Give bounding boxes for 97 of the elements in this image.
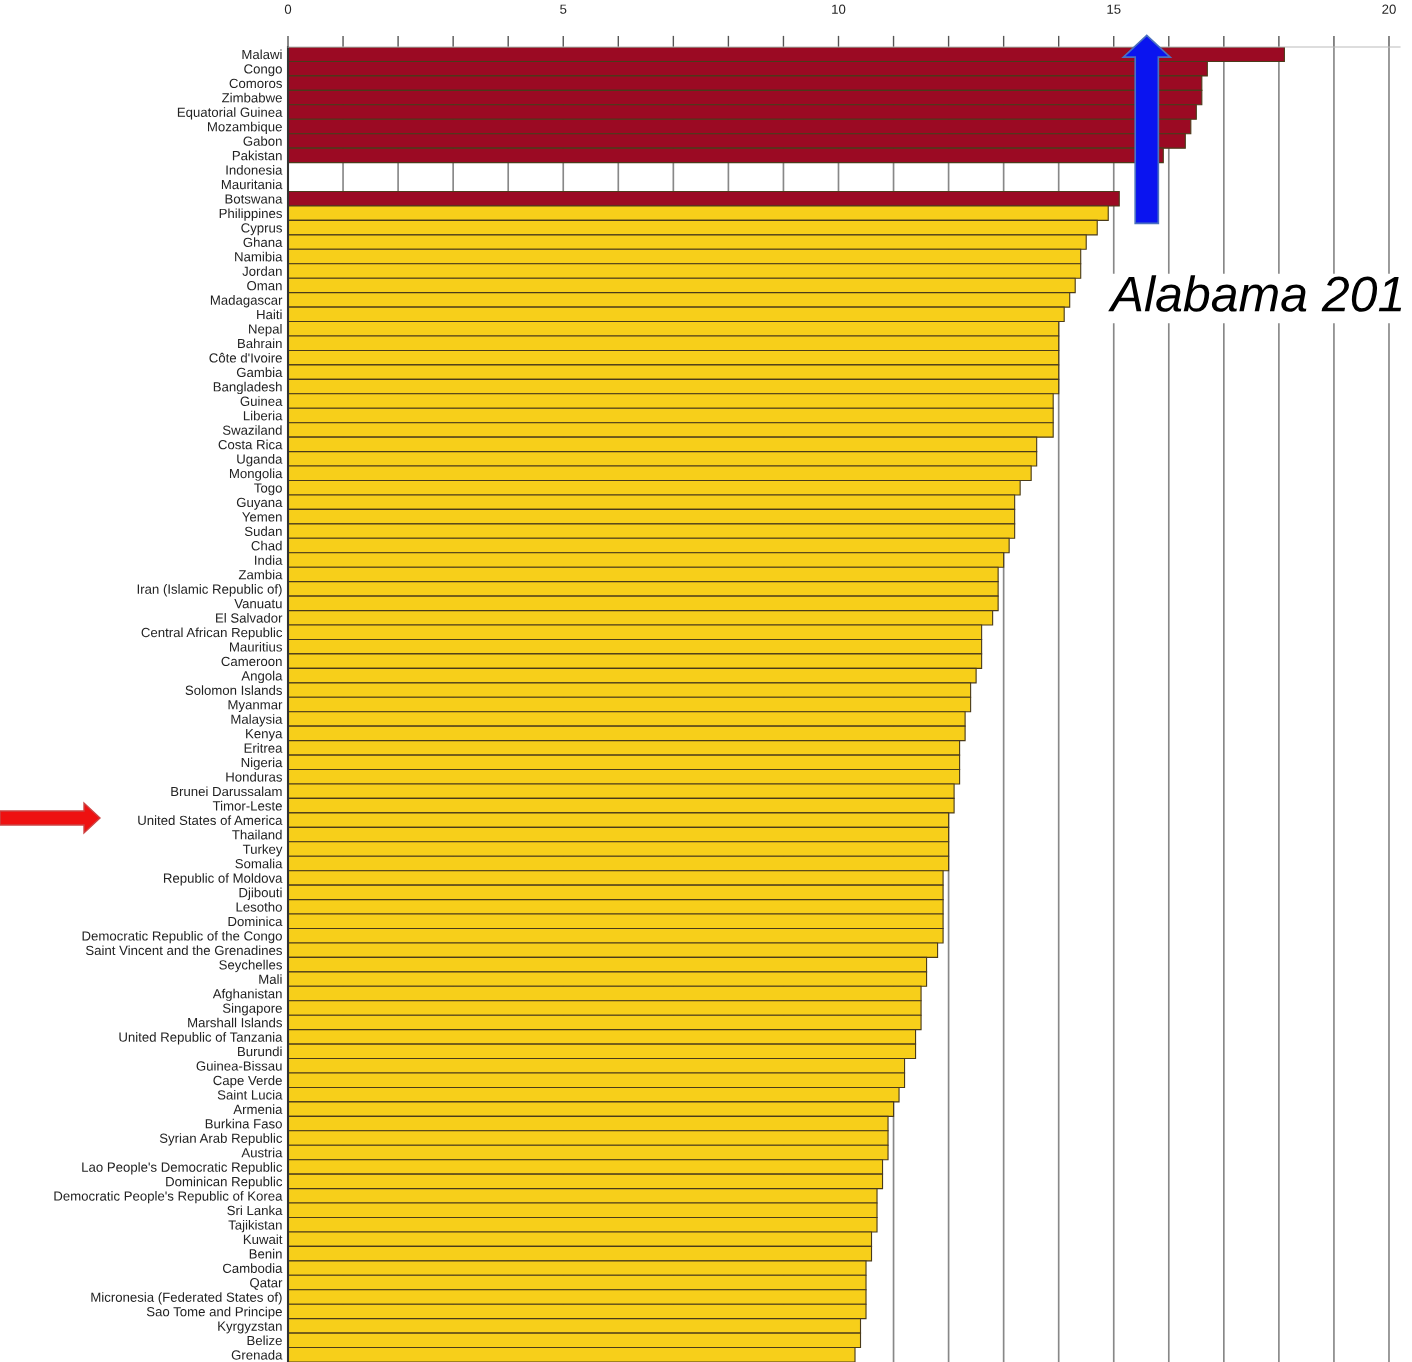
y-tick-label: Pakistan <box>232 150 282 161</box>
y-tick-label: Kuwait <box>243 1234 283 1245</box>
y-tick-label: Zimbabwe <box>222 92 282 103</box>
y-tick-label: Honduras <box>226 771 282 782</box>
y-tick-label: Solomon Islands <box>185 685 282 695</box>
y-tick-label: Mauritania <box>221 179 283 190</box>
y-tick-label: Liberia <box>243 410 283 421</box>
x-tick-label: 10 <box>832 4 846 14</box>
y-tick-label: Central African Republic <box>141 627 283 640</box>
y-tick-label: Equatorial Guinea <box>177 107 283 120</box>
y-tick-label: Saint Lucia <box>217 1089 283 1100</box>
y-tick-label: Djibouti <box>239 887 282 900</box>
y-tick-label: Burkina Faso <box>205 1118 282 1129</box>
y-tick-label: Uganda <box>237 454 283 467</box>
y-tick-label: Belize <box>247 1335 282 1346</box>
y-tick-label: Sudan <box>244 526 282 536</box>
y-tick-label: Republic of Moldova <box>163 873 283 886</box>
y-tick-label: Singapore <box>222 1003 282 1016</box>
y-tick-label: Madagascar <box>210 295 283 308</box>
x-tick-label: 5 <box>560 4 567 14</box>
y-tick-label: Comoros <box>229 78 282 89</box>
y-tick-label: Afghanistan <box>212 988 282 1002</box>
y-tick-label: Thailand <box>232 829 282 840</box>
y-tick-label: Mauritius <box>230 641 282 652</box>
y-tick-label: Jordan <box>242 266 282 276</box>
y-tick-label: Timor-Leste <box>212 800 282 811</box>
y-tick-label: Cambodia <box>222 1263 283 1273</box>
y-tick-label: United Republic of Tanzania <box>119 1032 283 1045</box>
y-tick-label: Micronesia (Federated States of) <box>91 1292 282 1305</box>
y-tick-label: Gambia <box>236 367 283 378</box>
y-tick-label: Sao Tome and Principe <box>146 1306 282 1319</box>
y-tick-label: Guinea-Bissau <box>196 1060 282 1071</box>
y-tick-label: Malawi <box>242 49 282 60</box>
y-tick-label: Guyana <box>236 497 283 510</box>
y-tick-label: Sri Lanka <box>227 1205 283 1216</box>
x-tick-label: 0 <box>284 4 292 14</box>
y-tick-label: Dominican Republic <box>166 1176 283 1189</box>
y-tick-label: Democratic People's Republic of Korea <box>54 1191 283 1204</box>
y-tick-label: Kyrgyzstan <box>218 1321 282 1334</box>
y-tick-label: Iran (Islamic Republic of) <box>137 584 282 597</box>
y-tick-label: Malaysia <box>231 714 283 727</box>
y-tick-label: Angola <box>241 670 283 684</box>
y-tick-label: Cyprus <box>241 223 282 236</box>
y-tick-label: Marshall Islands <box>188 1017 282 1028</box>
y-tick-label: Democratic Republic of the Congo <box>82 930 282 944</box>
y-tick-label: Seychelles <box>219 959 282 973</box>
y-tick-label: India <box>255 555 283 565</box>
y-tick-label: Mongolia <box>229 468 283 481</box>
y-tick-label: Bahrain <box>238 338 282 349</box>
annotation: Alabama 201 <box>1108 275 1402 312</box>
y-tick-label: Dominica <box>228 916 283 927</box>
y-tick-label: Nigeria <box>241 757 283 770</box>
y-tick-label: Mali <box>259 974 282 984</box>
y-tick-label: Lao People's Democratic Republic <box>82 1162 283 1175</box>
y-tick-label: Congo <box>244 64 282 77</box>
x-tick-label: 20 <box>1382 4 1396 14</box>
y-tick-label: Benin <box>249 1248 282 1259</box>
y-tick-label: Gabon <box>243 136 282 146</box>
y-tick-label: Somalia <box>235 858 283 869</box>
y-tick-label: Brunei Darussalam <box>171 786 282 797</box>
y-tick-label: Indonesia <box>226 165 283 175</box>
y-tick-label: Austria <box>241 1147 283 1158</box>
y-tick-label: Ghana <box>243 237 283 247</box>
y-tick-label: Haiti <box>257 309 282 320</box>
y-tick-label: Philippines <box>219 208 282 221</box>
y-tick-label: Guinea <box>240 396 283 406</box>
y-tick-label: Namibia <box>235 251 283 262</box>
y-tick-label: Bangladesh <box>213 381 282 395</box>
y-tick-label: Grenada <box>231 1349 283 1360</box>
y-tick-label: Oman <box>247 281 282 291</box>
y-tick-label: Costa Rica <box>218 439 283 450</box>
y-tick-label: Tajikistan <box>228 1219 282 1233</box>
y-tick-label: United States of America <box>138 815 283 826</box>
y-tick-label: Zambia <box>238 569 283 580</box>
y-tick-label: Turkey <box>242 844 283 857</box>
y-tick-label: Vanuatu <box>234 599 282 609</box>
y-tick-label: Myanmar <box>228 700 283 713</box>
y-tick-label: Eritrea <box>244 743 283 753</box>
y-tick-label: Nepal <box>249 324 282 337</box>
y-tick-label: Saint Vincent and the Grenadines <box>85 945 282 956</box>
y-tick-label: Chad <box>251 540 282 551</box>
y-tick-label: Togo <box>254 483 282 496</box>
y-tick-label: Cameroon <box>221 656 282 667</box>
y-tick-label: Qatar <box>250 1278 283 1290</box>
y-tick-label: Mozambique <box>207 121 282 134</box>
y-tick-label: Lesotho <box>236 902 282 912</box>
y-tick-label: Botswana <box>225 194 283 204</box>
y-tick-label: Burundi <box>238 1046 282 1057</box>
y-tick-label: Kenya <box>246 729 283 741</box>
y-tick-label: Syrian Arab Republic <box>159 1133 283 1146</box>
y-tick-label: Swaziland <box>222 425 282 435</box>
y-tick-label: Yemen <box>242 512 282 522</box>
x-tick-label: 15 <box>1107 4 1121 14</box>
y-tick-label: Cape Verde <box>213 1075 282 1088</box>
y-tick-label: Côte d'Ivoire <box>209 352 282 363</box>
y-tick-label: Armenia <box>233 1104 283 1115</box>
y-tick-label: El Salvador <box>216 613 283 623</box>
